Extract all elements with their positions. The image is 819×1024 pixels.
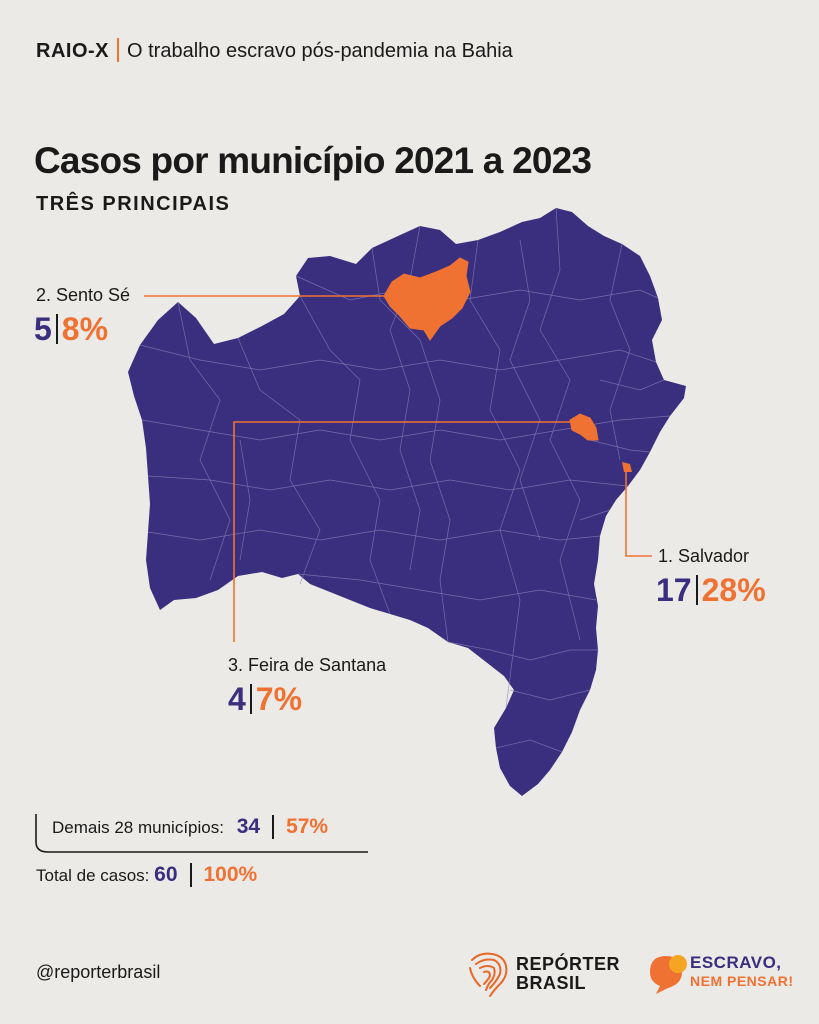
leader-line-salvador <box>625 470 652 557</box>
total-percent: 100% <box>203 863 258 886</box>
logo2-line2: NEM PENSAR! <box>690 973 794 989</box>
header-tag: RAIO-X <box>36 40 109 62</box>
fingerprint-map-icon <box>469 952 508 997</box>
leader-lines <box>144 295 652 642</box>
sento-se-municipality <box>383 257 471 341</box>
stat-feira-de-santana: 4 7% <box>228 681 302 718</box>
divider <box>189 863 192 887</box>
others-label: Demais 28 municípios: <box>52 818 224 837</box>
others-percent: 57% <box>286 815 329 838</box>
divider <box>55 314 58 344</box>
header-separator <box>117 38 119 62</box>
others-cases: 34 <box>236 815 261 838</box>
reporter-brasil-wordmark: REPÓRTER BRASIL <box>516 955 620 993</box>
label-salvador: 1. Salvador <box>658 546 750 566</box>
bahia-state-shape <box>128 208 686 796</box>
total-label: Total de casos: <box>36 866 150 885</box>
page-title: Casos por município 2021 a 2023 <box>34 140 592 181</box>
total-cases: 60 <box>154 863 178 886</box>
stat-salvador: 17 28% <box>656 572 766 609</box>
reporter-brasil-logo: REPÓRTER BRASIL <box>466 950 626 1000</box>
logo1-line2: BRASIL <box>516 973 586 993</box>
divider <box>249 684 252 714</box>
escravo-nem-pensar-logo: ESCRAVO, NEM PENSAR! <box>646 948 816 1000</box>
salvador-municipality <box>622 462 632 472</box>
percent-salvador: 28% <box>701 572 766 608</box>
label-sento-se: 2. Sento Sé <box>36 285 131 305</box>
logo1-line1: REPÓRTER <box>516 954 621 974</box>
cases-salvador: 17 <box>656 572 692 608</box>
percent-sento-se: 8% <box>61 311 109 347</box>
percent-feira-de-santana: 7% <box>255 681 303 717</box>
cases-sento-se: 5 <box>34 311 52 347</box>
stat-sento-se: 5 8% <box>34 311 108 348</box>
page-header: RAIO-X O trabalho escravo pós-pandemia na… <box>36 38 513 63</box>
page-subtitle: TRÊS PRINCIPAIS <box>36 193 231 215</box>
summary-others: Demais 28 municípios: 34 57% <box>52 815 328 839</box>
summary-total: Total de casos: 60 100% <box>36 863 257 887</box>
feira-de-santana-municipality <box>569 413 599 441</box>
label-feira-de-santana: 3. Feira de Santana <box>228 655 387 675</box>
cases-feira-de-santana: 4 <box>228 681 246 717</box>
header-text: O trabalho escravo pós-pandemia na Bahia <box>127 40 513 62</box>
divider <box>695 575 698 605</box>
summary-bracket <box>35 814 368 853</box>
speech-bubble-icon <box>650 955 687 994</box>
social-handle: @reporterbrasil <box>36 962 161 982</box>
escravo-nem-pensar-wordmark: ESCRAVO, NEM PENSAR! <box>690 953 794 991</box>
divider <box>272 815 275 839</box>
logo2-line1: ESCRAVO, <box>690 953 782 972</box>
leader-line-feira <box>233 421 576 642</box>
